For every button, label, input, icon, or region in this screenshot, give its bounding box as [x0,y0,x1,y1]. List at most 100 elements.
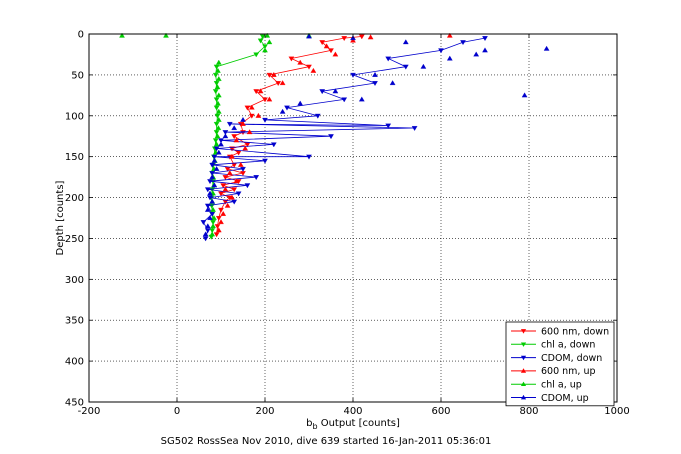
data-series [119,32,550,242]
data-point [215,216,222,221]
series-4 [215,32,453,233]
data-point [218,141,224,147]
y-tick-label: 350 [65,316,84,327]
data-point [209,171,216,176]
legend-label: CDOM, down [541,353,602,364]
data-point [521,92,528,98]
data-point [262,117,268,123]
data-point [215,59,222,65]
data-point [284,105,290,111]
data-point [209,228,216,234]
data-point [213,81,220,86]
data-point [211,182,218,188]
x-tick-label: 0 [174,406,180,417]
data-point [202,231,209,237]
data-point [420,63,427,69]
y-tick-label: 400 [65,357,84,368]
legend-label: 600 nm, down [541,326,609,337]
data-point [270,142,277,148]
data-point [218,138,224,144]
data-point [328,48,334,54]
data-point [244,183,251,189]
data-point [215,92,222,98]
data-point [402,39,409,45]
data-point [229,194,235,200]
x-tick-label: 400 [343,406,362,417]
legend-entry: 600 nm, down [511,326,609,337]
data-point [207,190,213,196]
y-tick-label: 250 [65,234,84,245]
data-point [231,187,238,193]
data-point [222,133,229,139]
data-point [253,175,260,181]
data-point [275,81,282,86]
data-point [209,174,216,180]
legend-entry: chl a, down [511,340,595,351]
data-point [264,32,271,38]
data-point [214,224,221,230]
legend-marker [520,329,527,334]
data-point [446,55,453,61]
data-point [323,43,330,49]
legend-entry: 600 nm, up [511,366,596,377]
data-point [231,199,238,205]
series-1 [213,34,365,238]
data-point [220,211,227,216]
x-axis-label-subscript: b [312,422,317,431]
data-point [358,96,365,102]
data-point [257,88,264,94]
data-point [372,71,378,77]
data-point [253,52,260,58]
data-point [266,72,273,78]
data-point [372,81,378,86]
data-point [119,32,125,38]
y-tick-label: 0 [78,30,84,41]
data-point [473,51,480,57]
data-point [306,33,312,39]
data-point [226,170,233,175]
data-point [210,223,216,229]
series-6 [202,33,550,237]
data-point [215,76,222,81]
data-point [385,56,392,62]
data-point [332,88,339,94]
data-point [163,32,169,38]
x-axis-label-rest: Output [counts] [318,418,400,429]
data-point [220,183,227,189]
legend-marker [520,394,527,400]
legend-label: chl a, down [541,340,595,351]
data-point [218,219,224,225]
data-point [246,129,253,135]
data-point [213,232,220,238]
data-point [215,67,221,73]
data-point [411,126,418,131]
series-5 [119,32,312,237]
data-point [209,162,216,168]
data-point [242,145,249,151]
data-point [438,48,444,54]
y-tick-label: 50 [71,70,84,81]
y-tick-label: 100 [65,111,84,122]
data-point [218,191,224,197]
series-3 [200,36,488,242]
data-point [214,84,221,90]
legend-entry: chl a, up [511,380,582,391]
y-tick-label: 450 [65,398,84,409]
legend-marker [520,368,527,373]
data-point [213,130,220,136]
data-point [215,100,221,106]
data-point [482,47,488,53]
data-point [240,121,246,126]
data-point [319,89,326,95]
data-point [233,178,240,184]
data-point [262,158,268,164]
data-point [262,97,268,103]
x-tick-label: 600 [431,406,450,417]
data-point [306,64,312,70]
data-point [207,195,213,201]
data-point [257,38,264,44]
data-point [237,161,244,167]
data-point [248,104,255,110]
data-point [259,34,266,40]
